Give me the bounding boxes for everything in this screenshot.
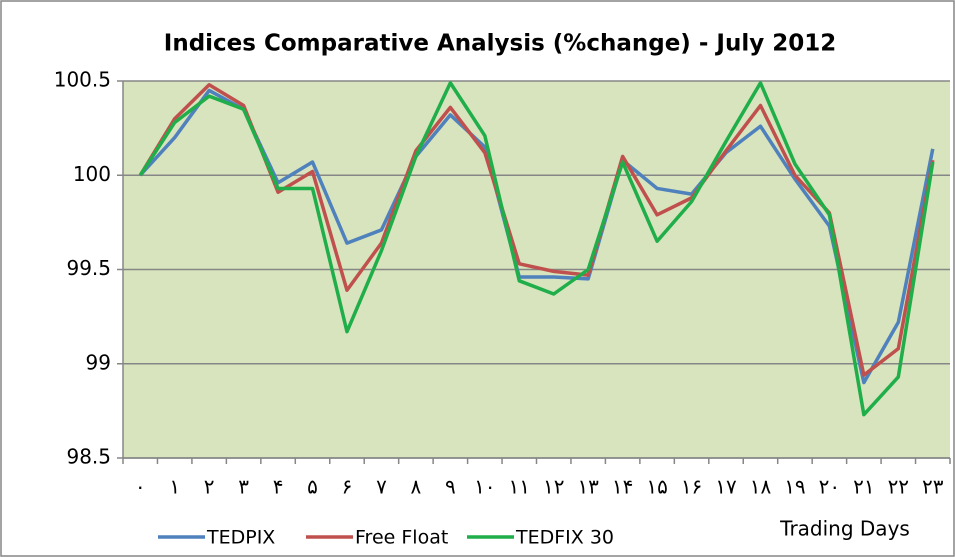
legend-label: Free Float (355, 527, 448, 549)
x-tick-label: ۱۰ (474, 475, 495, 499)
x-tick-label: ۱۳ (577, 475, 599, 499)
x-tick-label: ۷ (376, 475, 387, 499)
x-tick-label: ۱۱ (509, 475, 530, 499)
legend-label: TEDFIX 30 (515, 527, 614, 549)
x-tick-label: ۱۸ (750, 475, 772, 499)
x-tick-label: ۸ (411, 475, 422, 499)
series-line (138, 88, 935, 385)
x-tick-label: ۱۴ (612, 475, 633, 499)
x-tick-label: ۲۰ (819, 475, 840, 499)
y-tick-label: 100 (73, 162, 111, 186)
x-tick-label: ۱۵ (646, 475, 667, 499)
x-tick-label: ۱۹ (784, 475, 805, 499)
x-tick-label: ۱ (169, 475, 180, 499)
x-tick-label: ۰ (135, 475, 146, 499)
legend-label: TEDPIX (206, 527, 275, 549)
x-tick-label: ۴ (273, 475, 284, 499)
x-tick-label: ۲۳ (922, 475, 944, 499)
series-line (138, 81, 935, 417)
x-tick-label: ۹ (445, 475, 456, 499)
x-tick-label: ۵ (307, 475, 318, 499)
x-tick-label: ۱۷ (715, 475, 737, 499)
x-tick-label: ۲۱ (853, 475, 874, 499)
y-tick-label: 100.5 (54, 68, 111, 92)
x-axis-label: Trading Days (779, 517, 910, 541)
x-tick-label: ۲ (204, 475, 215, 499)
x-tick-label: ۲۲ (888, 475, 909, 499)
y-tick-label: 99 (86, 350, 111, 374)
y-tick-label: 99.5 (66, 256, 111, 280)
x-tick-label: ۶ (342, 475, 353, 499)
x-tick-label: ۳ (238, 475, 249, 499)
x-tick-label: ۱۶ (681, 475, 702, 499)
x-tick-label: ۱۲ (543, 475, 564, 499)
chart-title: Indices Comparative Analysis (%change) -… (164, 31, 836, 57)
y-tick-label: 98.5 (66, 445, 111, 469)
